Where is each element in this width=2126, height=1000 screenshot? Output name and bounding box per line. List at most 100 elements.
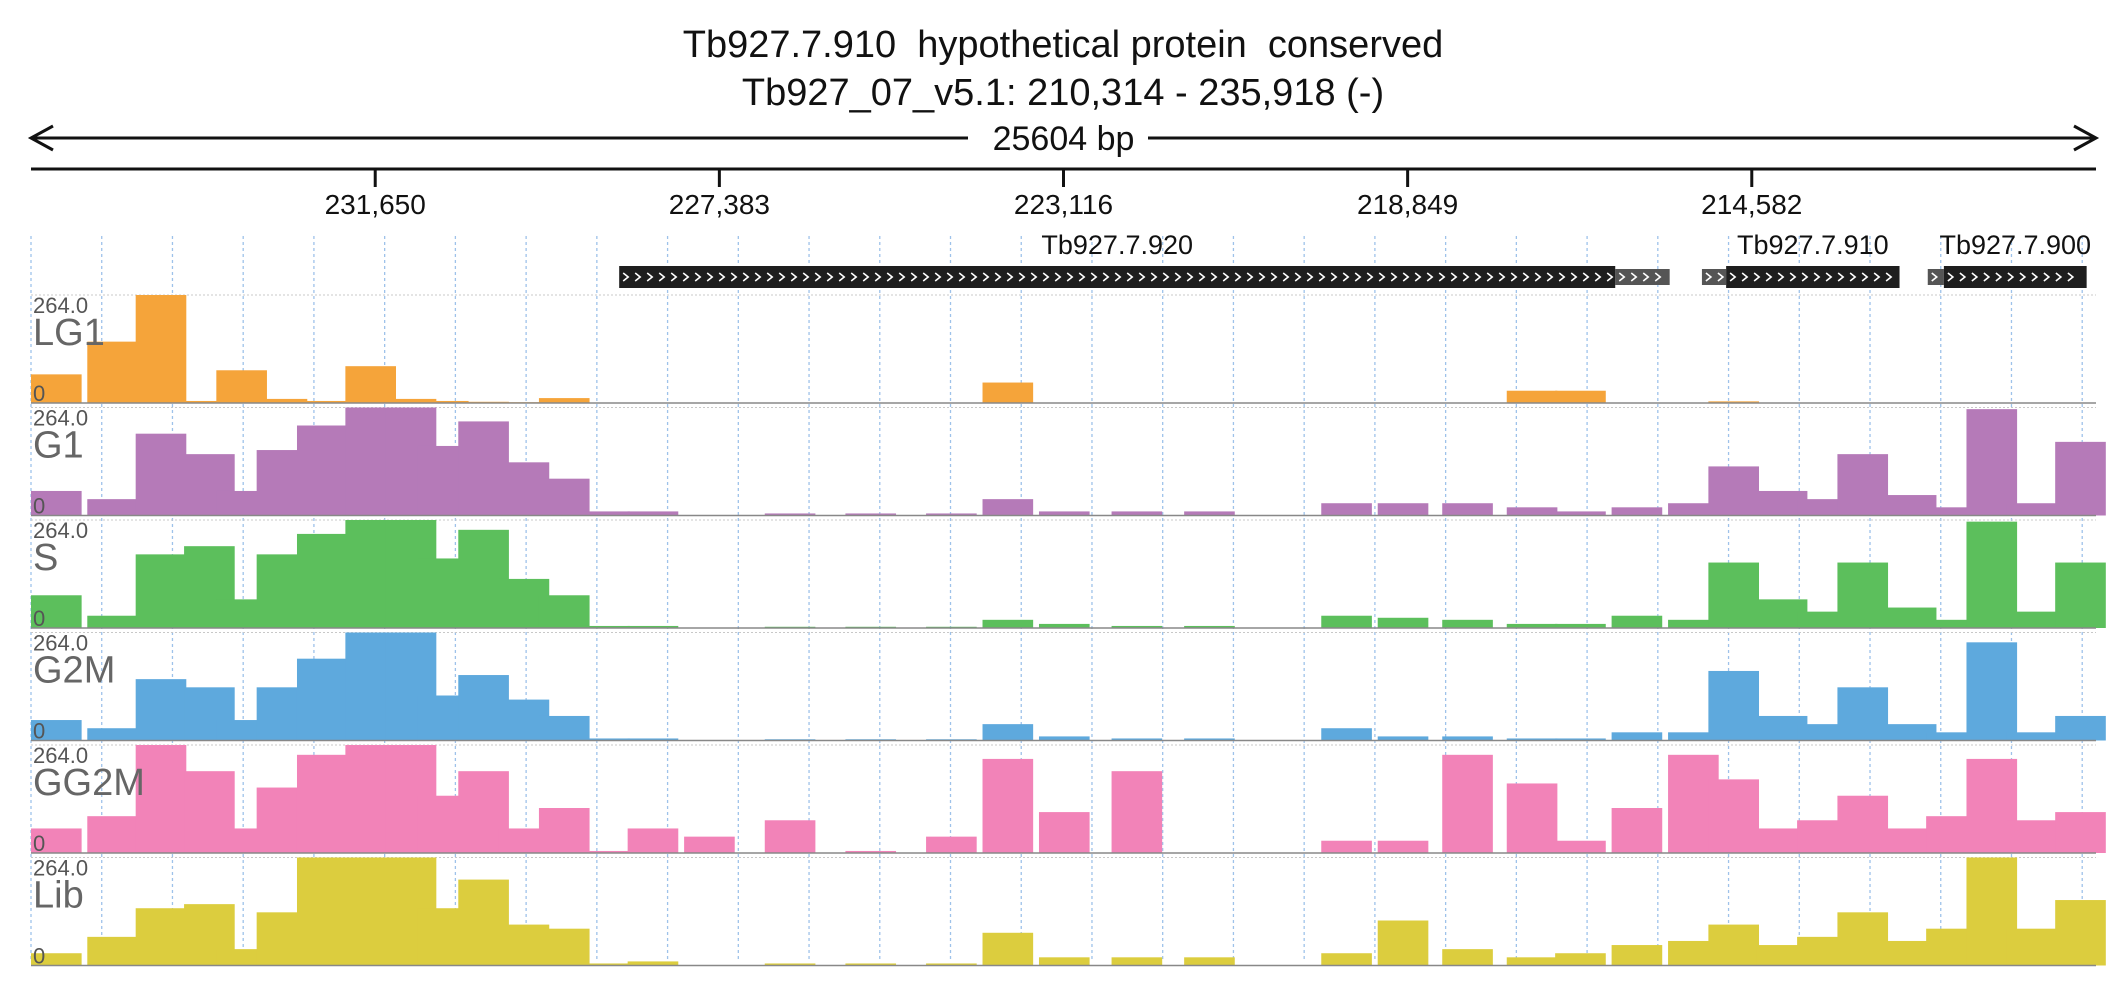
coverage-bar	[1966, 642, 2018, 741]
coverage-bar	[684, 836, 735, 853]
coverage-bar	[1111, 511, 1163, 516]
track-label: G1	[33, 425, 84, 467]
strand-chevron	[1983, 272, 1991, 282]
coverage-bar	[538, 398, 590, 403]
strand-chevron	[1498, 272, 1506, 282]
strand-chevron	[934, 272, 942, 282]
coverage-bar	[538, 595, 590, 628]
coverage-bar	[538, 478, 590, 516]
strand-chevron	[2007, 272, 2015, 282]
strand-chevron	[730, 272, 738, 282]
track-max-label: 264.0	[33, 406, 88, 431]
coverage-bar	[627, 828, 679, 853]
strand-chevron	[1054, 272, 1062, 282]
strand-chevron	[1801, 272, 1809, 282]
coverage-bar	[417, 400, 469, 403]
coverage-bar	[1184, 957, 1235, 966]
coverage-bar	[2055, 441, 2106, 516]
coverage-bar	[1442, 949, 1493, 966]
strand-chevron	[634, 272, 642, 282]
coverage-bar	[764, 513, 816, 516]
coverage-bar	[579, 963, 630, 966]
coverage-bar	[1321, 503, 1372, 516]
coverage-bar	[1377, 840, 1429, 853]
track-label: S	[33, 537, 58, 579]
strand-chevron	[970, 272, 978, 282]
strand-chevron	[1789, 272, 1797, 282]
strand-chevron	[994, 272, 1002, 282]
strand-chevron	[1222, 272, 1230, 282]
coverage-bar	[1506, 390, 1558, 403]
strand-chevron	[1510, 272, 1518, 282]
coverage-bar	[2006, 928, 2058, 966]
coverage-bar	[87, 499, 138, 516]
coverage-bar	[1506, 623, 1558, 628]
strand-chevron	[1066, 272, 1074, 282]
coverage-bar	[1555, 623, 1606, 628]
x-tick-label: 218,849	[1357, 189, 1458, 220]
coverage-bar	[1926, 619, 1977, 628]
strand-chevron	[2055, 272, 2063, 282]
coverage-bar	[87, 728, 138, 741]
coverage-bar	[926, 513, 977, 516]
coverage-bar	[2055, 715, 2106, 741]
strand-chevron	[2019, 272, 2027, 282]
strand-chevron	[646, 272, 654, 282]
strand-chevron	[1462, 272, 1470, 282]
coverage-bar	[216, 370, 267, 403]
strand-chevron	[1006, 272, 1014, 282]
coverage-bar	[87, 341, 138, 403]
strand-chevron	[1618, 272, 1626, 282]
strand-chevron	[1813, 272, 1821, 282]
coverage-bar	[1611, 732, 1663, 741]
chart-title: Tb927.7.910 hypothetical protein conserv…	[682, 24, 1444, 66]
coverage-bar	[1321, 728, 1372, 741]
coverage-bar	[1885, 495, 1937, 516]
strand-chevron	[826, 272, 834, 282]
strand-chevron	[1438, 272, 1446, 282]
coverage-bar	[1506, 783, 1558, 853]
strand-chevron	[1873, 272, 1881, 282]
strand-chevron	[1582, 272, 1590, 282]
strand-chevron	[1849, 272, 1857, 282]
coverage-bar	[1668, 732, 1719, 741]
strand-chevron	[982, 272, 990, 282]
strand-chevron	[1931, 272, 1939, 282]
coverage-bar	[1184, 625, 1235, 628]
strand-chevron	[1642, 272, 1650, 282]
coverage-bar	[1966, 409, 2018, 516]
track-min-label: 0	[33, 944, 45, 969]
strand-chevron	[2031, 272, 2039, 282]
strand-chevron	[766, 272, 774, 282]
coverage-bar	[31, 953, 82, 966]
coverage-bar	[1038, 511, 1090, 516]
coverage-bar	[135, 554, 187, 628]
strand-chevron	[1282, 272, 1290, 282]
coverage-bar	[1555, 738, 1606, 741]
coverage-bar	[296, 533, 348, 628]
coverage-bar	[764, 963, 816, 966]
coverage-bar	[538, 715, 590, 741]
strand-chevron	[958, 272, 966, 282]
coverage-bar	[1555, 840, 1606, 853]
gene-label: Tb927.7.900	[1939, 230, 2091, 260]
coverage-bar	[1708, 779, 1760, 853]
x-tick-label: 223,116	[1014, 189, 1113, 220]
strand-chevron	[1546, 272, 1554, 282]
strand-chevron	[922, 272, 930, 282]
strand-chevron	[658, 272, 666, 282]
coverage-bar	[1885, 607, 1937, 628]
strand-chevron	[1342, 272, 1350, 282]
span-arrowhead-left	[27, 124, 54, 152]
strand-chevron	[1042, 272, 1050, 282]
strand-chevron	[1729, 272, 1737, 282]
coverage-bar	[216, 720, 267, 741]
strand-chevron	[742, 272, 750, 282]
gene-label: Tb927.7.920	[1041, 230, 1193, 260]
coverage-bar	[1611, 507, 1663, 516]
x-tick-label: 214,582	[1701, 189, 1802, 220]
strand-chevron	[1354, 272, 1362, 282]
span-arrowhead-right	[2073, 124, 2100, 152]
coverage-bar	[296, 754, 348, 853]
